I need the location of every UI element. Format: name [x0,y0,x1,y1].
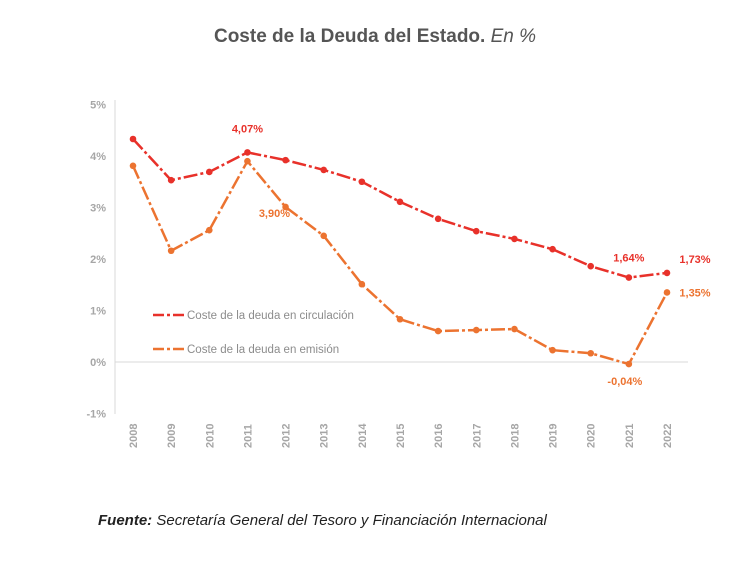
data-point [244,149,251,156]
x-tick-label: 2018 [509,424,521,448]
data-label: 1,64% [613,253,644,265]
x-tick-label: 2021 [624,424,636,448]
data-label: -0,04% [607,376,642,388]
data-point [358,280,366,288]
data-point [129,162,137,170]
y-tick-label: 0% [90,357,106,369]
data-point [129,135,137,143]
data-point [587,262,595,270]
data-label: 1,73% [679,254,710,266]
y-tick-label: 5% [90,100,106,112]
legend-label: Coste de la deuda en circulación [187,310,354,322]
y-tick-label: 3% [90,203,106,215]
data-point [549,245,556,253]
data-label: 3,90% [259,208,290,220]
data-point [549,346,556,354]
legend-label: Coste de la deuda en emisión [187,344,339,356]
data-point [511,235,518,243]
x-tick-label: 2010 [204,424,216,448]
data-point [167,176,175,184]
data-point [244,157,251,165]
data-point [434,215,442,223]
data-point [625,360,633,368]
y-tick-label: -1% [86,409,106,421]
x-tick-label: 2011 [242,424,254,448]
x-tick-label: 2014 [357,423,369,448]
x-tick-label: 2012 [281,424,293,448]
data-point [587,349,595,357]
data-point [396,198,404,206]
x-tick-label: 2017 [471,424,483,448]
data-point [167,247,175,255]
data-point [320,166,328,174]
data-point [396,315,404,323]
data-point [511,325,518,333]
data-point [625,274,633,281]
source-note: Fuente: Secretaría General del Tesoro y … [98,512,547,529]
y-tick-label: 2% [90,254,106,266]
x-tick-label: 2020 [586,424,598,448]
x-tick-label: 2008 [128,424,140,448]
x-tick-label: 2013 [319,424,331,448]
data-point [472,227,480,235]
data-point [320,232,328,240]
x-tick-label: 2022 [662,424,674,448]
data-point [663,269,671,277]
x-tick-label: 2019 [548,424,560,448]
x-tick-label: 2015 [395,424,407,448]
data-label: 4,07% [232,123,263,135]
series-line [132,138,668,279]
data-point [205,226,213,234]
data-point [434,327,442,335]
series-line [131,158,669,366]
x-tick-label: 2016 [433,424,445,448]
chart-title: Coste de la Deuda del Estado. En % [213,26,537,47]
data-point [358,178,366,186]
data-point [472,326,480,334]
data-label: 1,35% [679,287,710,299]
data-point [205,168,213,176]
y-tick-label: 4% [90,151,106,163]
data-point [663,289,671,296]
x-tick-label: 2009 [166,424,178,448]
y-tick-label: 1% [90,306,106,318]
data-point [282,203,289,211]
data-point [282,156,289,164]
